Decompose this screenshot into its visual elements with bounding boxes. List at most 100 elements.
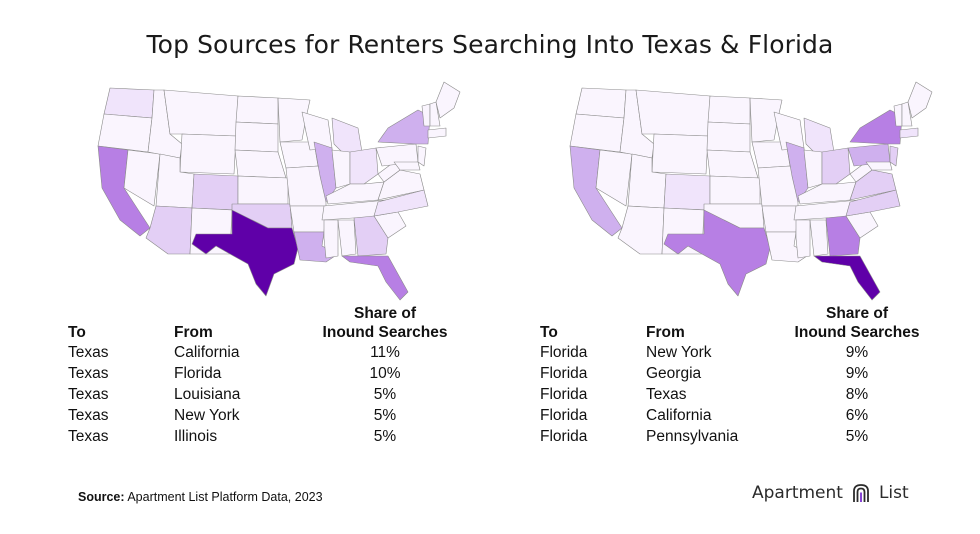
table-row: Florida Georgia 9%: [540, 363, 932, 384]
state-south-dakota: [706, 121, 751, 153]
cell-from: California: [174, 344, 240, 361]
state-alabama: [809, 219, 829, 257]
cell-to: Florida: [540, 365, 588, 382]
state-minnesota: [749, 97, 783, 143]
state-ohio: [349, 147, 379, 185]
state-north-dakota: [235, 95, 279, 125]
table-row: Texas Illinois 5%: [68, 426, 460, 447]
state-north-carolina: [845, 189, 901, 217]
state-arkansas: [289, 205, 327, 233]
state-maryland: [393, 161, 421, 171]
header-to: To: [540, 324, 558, 341]
cell-to: Florida: [540, 386, 588, 403]
state-colorado: [663, 173, 711, 211]
state-georgia: [825, 215, 861, 257]
cell-to: Florida: [540, 344, 588, 361]
cell-from: New York: [646, 344, 712, 361]
state-florida: [813, 255, 881, 301]
cell-from: Pennsylvania: [646, 428, 739, 445]
source-note: Source: Apartment List Platform Data, 20…: [78, 490, 323, 504]
state-georgia: [353, 215, 389, 257]
state-new-jersey: [889, 145, 899, 167]
table-row: Florida Texas 8%: [540, 384, 932, 405]
cell-share: 10%: [369, 365, 401, 382]
state-alabama: [337, 219, 357, 257]
logo-text-left: Apartment: [752, 483, 843, 503]
header-from: From: [646, 324, 685, 341]
state-wyoming: [651, 133, 709, 175]
state-massachusetts: [427, 127, 447, 139]
state-mississippi: [323, 219, 339, 259]
cell-share: 5%: [373, 428, 397, 445]
texas-inbound-map: [88, 78, 468, 301]
cell-to: Texas: [68, 386, 109, 403]
state-nebraska: [706, 149, 759, 179]
state-new-york: [377, 109, 431, 145]
state-nevada: [123, 149, 161, 207]
state-maryland: [865, 161, 893, 171]
header-share-line1: Share of: [825, 305, 888, 322]
state-montana: [163, 89, 239, 137]
state-north-carolina: [373, 189, 429, 217]
state-arizona: [617, 205, 665, 255]
us-map-florida: [569, 81, 933, 301]
state-massachusetts: [899, 127, 919, 139]
state-nevada: [595, 149, 633, 207]
state-ohio: [821, 147, 851, 185]
apartment-list-logo: Apartment List: [752, 482, 909, 504]
cell-to: Florida: [540, 428, 588, 445]
state-maine: [907, 81, 933, 119]
cell-from: Georgia: [646, 365, 702, 382]
header-to: To: [68, 324, 86, 341]
table-row: Texas New York 5%: [68, 405, 460, 426]
cell-share: 9%: [845, 344, 869, 361]
cell-share: 5%: [373, 386, 397, 403]
cell-share: 9%: [845, 365, 869, 382]
state-kansas: [237, 175, 289, 205]
state-new-hampshire: [429, 101, 441, 127]
cell-to: Florida: [540, 407, 588, 424]
source-text: Apartment List Platform Data, 2023: [124, 490, 323, 504]
state-kansas: [709, 175, 761, 205]
florida-inbound-map: [560, 78, 940, 301]
state-washington: [103, 87, 155, 119]
cell-to: Texas: [68, 365, 109, 382]
header-from: From: [174, 324, 213, 341]
state-new-york: [849, 109, 903, 145]
cell-to: Texas: [68, 407, 109, 424]
state-north-dakota: [707, 95, 751, 125]
table-row: Texas California 11%: [68, 342, 460, 363]
table-header-row: To From Share of Inound Searches: [68, 304, 460, 342]
state-oregon: [97, 113, 153, 153]
logo-text-right: List: [878, 483, 909, 503]
cell-share: 6%: [845, 407, 869, 424]
source-label: Source:: [78, 490, 125, 504]
apartment-list-logo-icon: [853, 484, 869, 502]
state-new-hampshire: [901, 101, 913, 127]
state-nebraska: [234, 149, 287, 179]
texas-sources-table: To From Share of Inound Searches Texas C…: [68, 304, 460, 447]
cell-from: New York: [174, 407, 240, 424]
cell-from: California: [646, 407, 712, 424]
cell-from: Texas: [646, 386, 687, 403]
state-texas: [663, 209, 771, 297]
state-washington: [575, 87, 627, 119]
table-row: Florida California 6%: [540, 405, 932, 426]
state-arkansas: [761, 205, 799, 233]
cell-to: Texas: [68, 428, 109, 445]
cell-share: 11%: [370, 344, 400, 361]
cell-from: Illinois: [174, 428, 218, 445]
header-share: Share of Inound Searches: [310, 304, 460, 342]
state-wyoming: [179, 133, 237, 175]
cell-to: Texas: [68, 344, 109, 361]
florida-sources-table: To From Share of Inound Searches Florida…: [540, 304, 932, 447]
state-florida: [341, 255, 409, 301]
table-row: Texas Louisiana 5%: [68, 384, 460, 405]
cell-share: 5%: [845, 428, 869, 445]
state-virginia: [849, 169, 897, 201]
us-map-texas: [97, 81, 461, 301]
cell-share: 5%: [373, 407, 397, 424]
header-share-line2: Inound Searches: [794, 324, 920, 341]
state-texas: [191, 209, 299, 297]
header-share-line1: Share of: [353, 305, 416, 322]
